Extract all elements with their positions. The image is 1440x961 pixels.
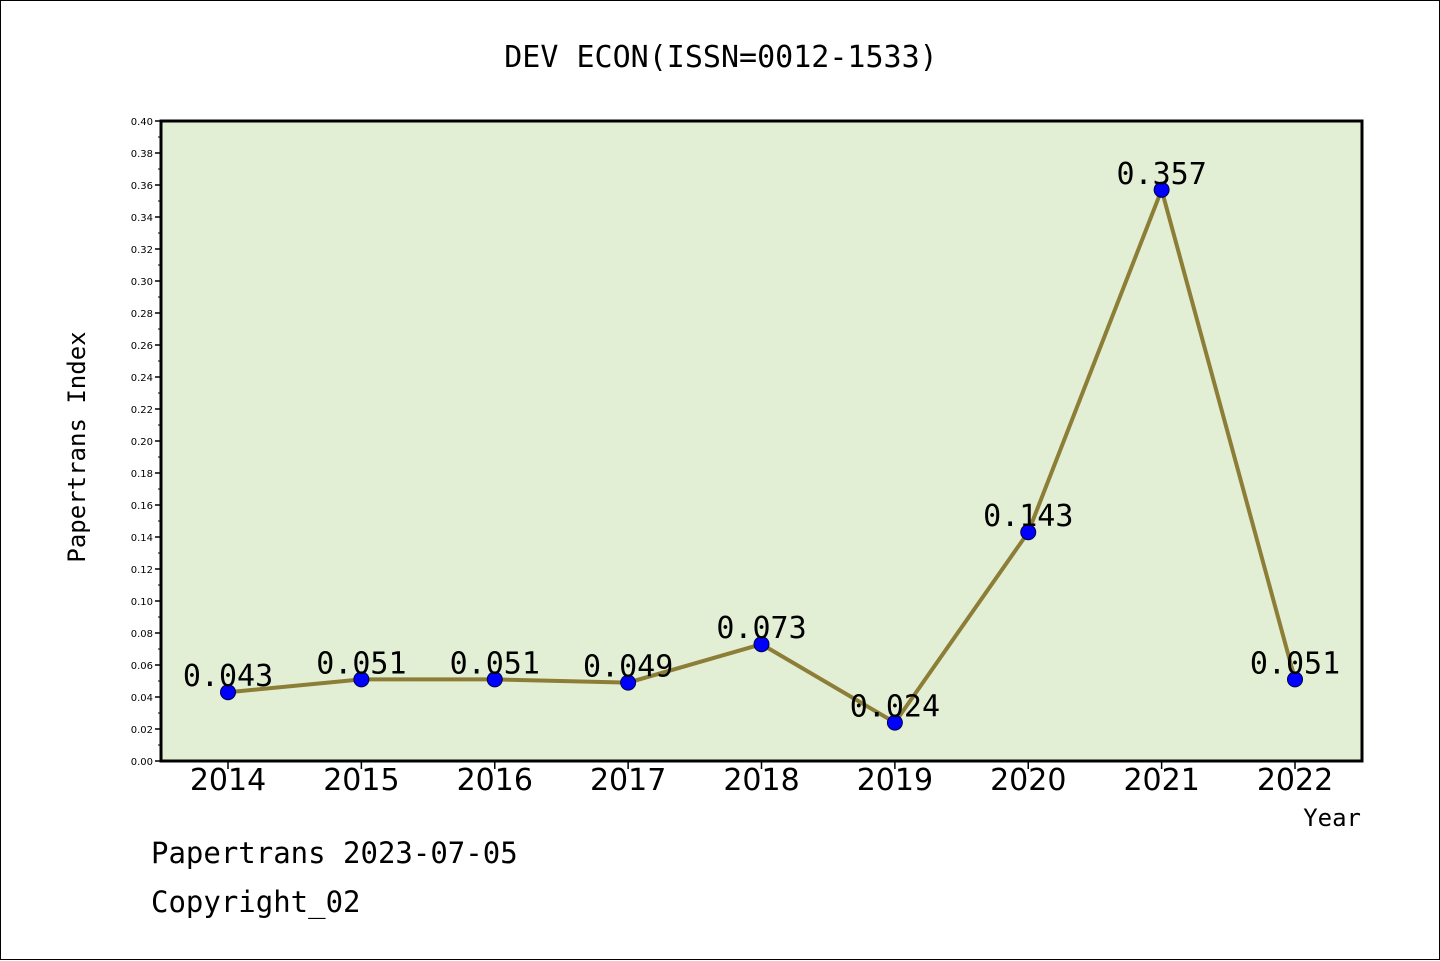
x-tick-label: 2021 — [1123, 763, 1199, 798]
y-tick-label: 0.32 — [131, 245, 153, 256]
x-tick-label: 2022 — [1257, 763, 1333, 798]
y-tick-label: 0.20 — [131, 437, 153, 448]
data-label: 0.043 — [183, 659, 273, 694]
data-label: 0.051 — [450, 646, 540, 681]
data-point — [753, 636, 770, 653]
y-tick-label: 0.00 — [131, 757, 153, 768]
x-axis-label: Year — [1303, 804, 1361, 832]
y-tick-label: 0.04 — [131, 693, 153, 704]
data-point — [353, 671, 370, 688]
x-tick-label: 2019 — [857, 763, 933, 798]
chart-title: DEV ECON(ISSN=0012-1533) — [504, 40, 937, 75]
footer-date: Papertrans 2023-07-05 — [151, 836, 518, 870]
data-point — [220, 684, 236, 701]
y-tick-label: 0.02 — [131, 725, 153, 736]
y-tick-label: 0.38 — [131, 149, 153, 160]
y-tick-label: 0.26 — [131, 341, 153, 352]
x-axis: 2014 2015 2016 2017 2018 2019 2020 2021 2022 — [190, 761, 1333, 798]
y-axis-label: Papertrans Index — [63, 331, 91, 562]
y-axis: 0.00 0.02 0.04 0.06 0.08 0.10 0.12 0.14 0.16 0.18… — [131, 117, 161, 768]
data-label: 0.051 — [316, 646, 406, 681]
footer-copyright: Copyright_02 — [151, 885, 361, 919]
x-tick-label: 2018 — [723, 763, 799, 798]
y-tick-label: 0.30 — [131, 277, 153, 288]
data-point — [1287, 671, 1303, 688]
data-point — [1153, 181, 1170, 198]
y-tick-label: 0.06 — [131, 661, 153, 672]
y-tick-label: 0.14 — [131, 533, 153, 544]
data-label: 0.357 — [1116, 157, 1206, 192]
x-tick-label: 2020 — [990, 763, 1066, 798]
x-tick-label: 2016 — [457, 763, 533, 798]
data-point — [1020, 524, 1037, 541]
data-label: 0.073 — [716, 611, 806, 646]
y-tick-label: 0.40 — [131, 117, 153, 128]
data-point — [620, 674, 637, 691]
series-line — [220, 181, 1303, 731]
y-tick-label: 0.10 — [131, 597, 153, 608]
y-tick-label: 0.36 — [131, 181, 153, 192]
x-tick-label: 2015 — [323, 763, 399, 798]
data-label: 0.024 — [850, 690, 940, 725]
data-label: 0.049 — [583, 650, 673, 685]
data-label: 0.051 — [1250, 646, 1340, 681]
plot-area — [159, 119, 1364, 763]
y-tick-label: 0.22 — [131, 405, 153, 416]
data-point — [886, 714, 903, 731]
y-tick-label: 0.12 — [131, 565, 153, 576]
y-tick-label: 0.18 — [131, 469, 153, 480]
y-tick-label: 0.16 — [131, 501, 153, 512]
data-point — [486, 671, 503, 688]
y-tick-label: 0.28 — [131, 309, 153, 320]
x-tick-label: 2014 — [190, 763, 266, 798]
y-tick-label: 0.24 — [131, 373, 153, 384]
y-tick-label: 0.34 — [131, 213, 153, 224]
x-tick-label: 2017 — [590, 763, 666, 798]
data-label: 0.143 — [983, 499, 1073, 534]
data-labels: 0.043 0.051 0.051 0.049 0.073 0.024 0.143 0.357… — [183, 157, 1340, 725]
y-tick-label: 0.08 — [131, 629, 153, 640]
